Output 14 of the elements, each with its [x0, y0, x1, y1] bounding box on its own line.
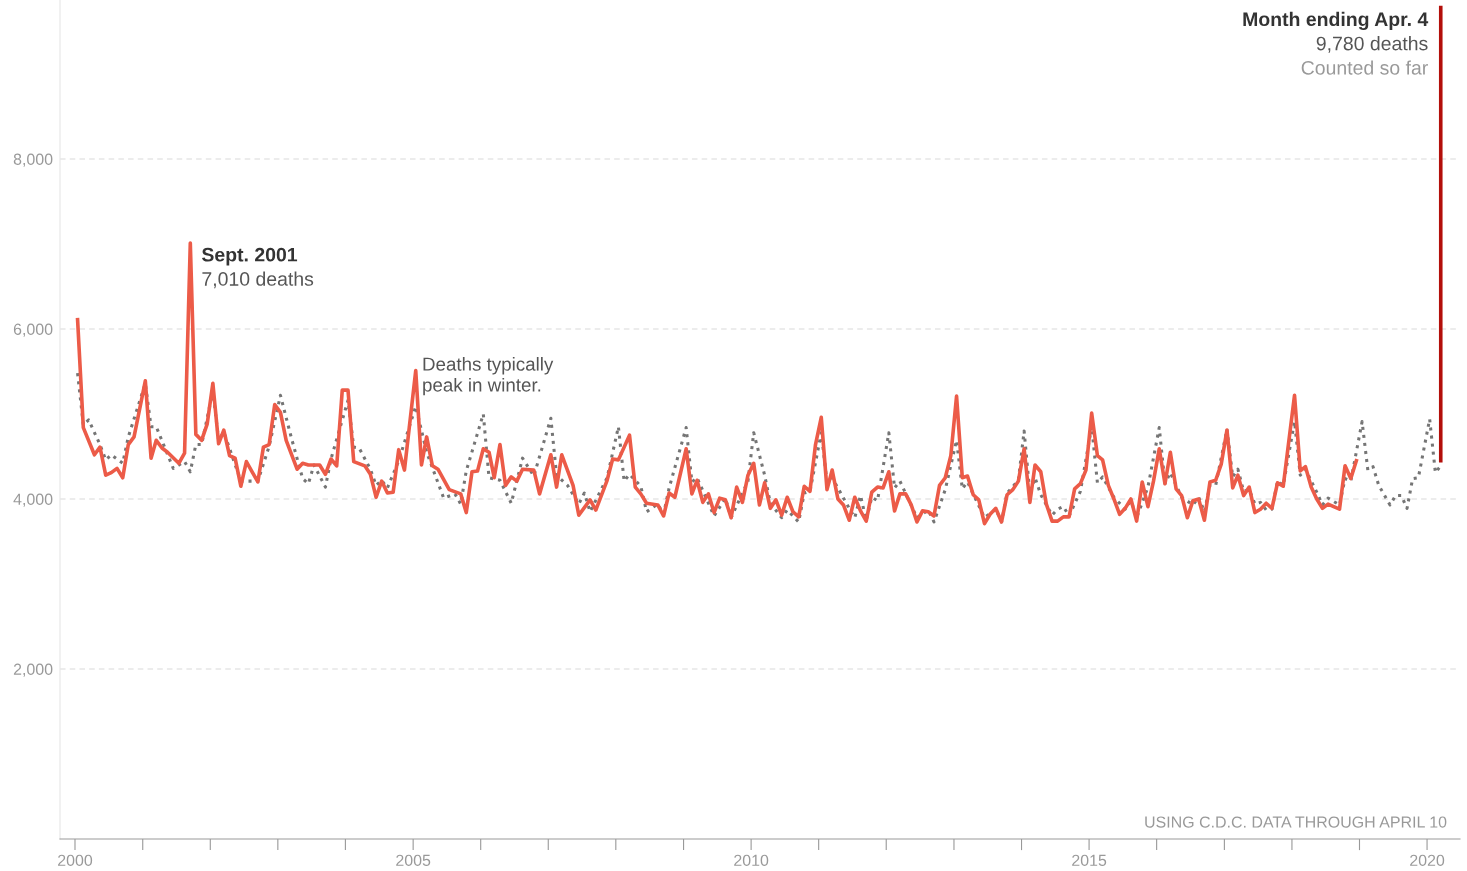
annotation: Deaths typically peak in winter. [423, 357, 554, 396]
y-tick-label: 8,000 [13, 153, 53, 167]
y-tick-label: 2,000 [13, 663, 53, 677]
annotation: Sept. 2001 7,010 deaths [201, 247, 314, 289]
x-tick-label: 2000 [58, 854, 93, 867]
line-series [75, 241, 1359, 526]
x-tick-label: 2015 [1072, 854, 1107, 867]
y-tick-label: 4,000 [13, 493, 53, 507]
x-tick-label: 2010 [734, 854, 769, 867]
annotation: Month ending Apr. 4 9,780 deaths Counted so far [1243, 11, 1429, 75]
x-tick-label: 2005 [396, 854, 431, 867]
annotation: USING C.D.C. DATA THROUGH APRIL 10 [1145, 816, 1447, 828]
y-tick-label: 6,000 [13, 323, 53, 337]
x-tick-label: 2020 [1410, 854, 1445, 867]
